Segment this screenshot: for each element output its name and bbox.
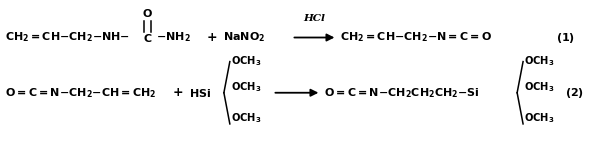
Text: $\mathbf{(1)}$: $\mathbf{(1)}$	[556, 30, 575, 44]
Text: $\mathbf{HSi}$: $\mathbf{HSi}$	[189, 87, 211, 99]
Text: $\mathbf{C}$: $\mathbf{C}$	[143, 31, 152, 43]
Text: $\mathbf{OCH_3}$: $\mathbf{OCH_3}$	[231, 111, 262, 125]
Text: $\mathbf{(2)}$: $\mathbf{(2)}$	[565, 86, 584, 100]
Text: $\mathbf{OCH_3}$: $\mathbf{OCH_3}$	[524, 55, 555, 68]
Text: $\mathbf{{+}}$: $\mathbf{{+}}$	[172, 86, 183, 99]
Text: $\mathbf{OCH_3}$: $\mathbf{OCH_3}$	[231, 80, 262, 94]
Text: $\mathbf{CH_2{=}CH{-}CH_2{-}NH{-}}$: $\mathbf{CH_2{=}CH{-}CH_2{-}NH{-}}$	[5, 31, 130, 44]
Text: $\mathbf{{-}NH_2}$: $\mathbf{{-}NH_2}$	[156, 31, 191, 44]
Text: $\mathbf{OCH_3}$: $\mathbf{OCH_3}$	[524, 80, 555, 94]
Text: $\mathbf{O}$: $\mathbf{O}$	[142, 7, 154, 19]
Text: $\mathbf{O{=}C{=}N{-}CH_2CH_2CH_2{-}Si}$: $\mathbf{O{=}C{=}N{-}CH_2CH_2CH_2{-}Si}$	[324, 86, 480, 100]
Text: $\mathbf{{+}}$: $\mathbf{{+}}$	[206, 31, 218, 44]
Text: $\mathbf{OCH_3}$: $\mathbf{OCH_3}$	[524, 111, 555, 125]
Text: $\mathbf{O{=}C{=}N{-}CH_2{-}CH{=}CH_2}$: $\mathbf{O{=}C{=}N{-}CH_2{-}CH{=}CH_2}$	[5, 86, 157, 100]
Text: $\mathbf{CH_2{=}CH{-}CH_2{-}N{=}C{=}O}$: $\mathbf{CH_2{=}CH{-}CH_2{-}N{=}C{=}O}$	[340, 31, 492, 44]
Text: HCl: HCl	[303, 14, 325, 23]
Text: $\mathbf{OCH_3}$: $\mathbf{OCH_3}$	[231, 55, 262, 68]
Text: $\mathbf{NaNO_2}$: $\mathbf{NaNO_2}$	[223, 31, 265, 44]
